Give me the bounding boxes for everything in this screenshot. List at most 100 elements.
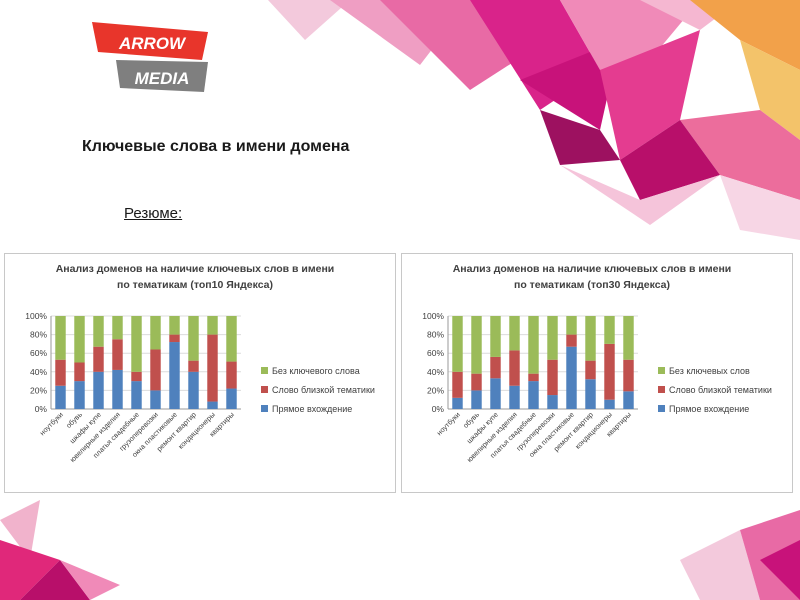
- bar-segment: [471, 316, 482, 374]
- logo-line1: ARROW: [118, 34, 187, 53]
- y-tick-label: 0%: [35, 404, 48, 414]
- bar-segment: [131, 371, 142, 382]
- chart-title-line: Анализ доменов на наличие ключевых слов …: [453, 263, 732, 275]
- decor-shard: [760, 540, 800, 600]
- bar-segment: [528, 316, 539, 374]
- bar-segment: [452, 397, 463, 409]
- legend-entry: Без ключевых слов: [669, 366, 750, 376]
- bar-segment: [188, 316, 199, 361]
- decor-shard: [690, 0, 800, 70]
- y-tick-label: 60%: [427, 348, 444, 358]
- bar-segment: [471, 373, 482, 391]
- bar-segment: [112, 339, 123, 370]
- decor-shard: [520, 40, 620, 130]
- legend-swatch: [261, 386, 268, 393]
- bar-segment: [509, 316, 520, 351]
- bar-segment: [169, 334, 180, 343]
- chart-title-line: Анализ доменов на наличие ключевых слов …: [56, 263, 335, 275]
- y-tick-label: 60%: [30, 348, 47, 358]
- y-tick-label: 0%: [432, 404, 445, 414]
- bar-segment: [623, 359, 634, 392]
- bar-segment: [55, 385, 66, 409]
- bar-segment: [604, 399, 615, 409]
- bar-segment: [55, 316, 66, 360]
- bar-segment: [547, 359, 558, 396]
- bar-segment: [226, 361, 237, 389]
- bar-segment: [547, 316, 558, 360]
- page-title: Ключевые слова в имени домена: [82, 138, 350, 155]
- legend-entry: Без ключевого слова: [272, 366, 360, 376]
- decor-shard: [0, 540, 60, 600]
- decor-shard: [720, 175, 800, 240]
- logo-line2: MEDIA: [135, 69, 190, 88]
- decor-shard: [560, 0, 700, 70]
- bar-segment: [188, 371, 199, 409]
- y-tick-label: 80%: [427, 330, 444, 340]
- decor-shard: [600, 30, 700, 160]
- summary-label: Резюме:: [124, 205, 183, 222]
- bar-segment: [93, 371, 104, 409]
- bar-segment: [169, 316, 180, 335]
- x-tick-label: ноутбуки: [38, 410, 65, 437]
- bar-segment: [188, 360, 199, 372]
- decor-shard: [680, 530, 760, 600]
- bar-segment: [150, 349, 161, 391]
- bar-segment: [585, 316, 596, 361]
- bar-segment: [585, 360, 596, 380]
- bar-segment: [623, 316, 634, 360]
- bar-segment: [623, 391, 634, 409]
- y-tick-label: 20%: [30, 385, 47, 395]
- y-tick-label: 20%: [427, 385, 444, 395]
- bar-segment: [207, 334, 218, 402]
- bar-segment: [150, 316, 161, 350]
- decor-shard: [0, 500, 40, 560]
- logo-gray-band: [116, 60, 208, 92]
- legend-swatch: [658, 367, 665, 374]
- bar-segment: [226, 316, 237, 362]
- bar-segment: [207, 316, 218, 335]
- bar-segment: [490, 356, 501, 379]
- bar-segment: [528, 373, 539, 382]
- bar-segment: [604, 316, 615, 344]
- bar-segment: [566, 346, 577, 409]
- legend-swatch: [261, 367, 268, 374]
- chart-top10: Анализ доменов на наличие ключевых слов …: [25, 263, 375, 464]
- bar-segment: [93, 316, 104, 347]
- bar-segment: [112, 369, 123, 409]
- bar-segment: [74, 316, 85, 363]
- legend-swatch: [658, 405, 665, 412]
- x-tick-label: ноутбуки: [435, 410, 462, 437]
- y-tick-label: 100%: [25, 311, 47, 321]
- bar-segment: [585, 379, 596, 409]
- decor-shard: [620, 120, 720, 200]
- bar-segment: [604, 343, 615, 400]
- bar-segment: [131, 316, 142, 372]
- legend-entry: Слово близкой тематики: [272, 385, 375, 395]
- bar-segment: [509, 385, 520, 409]
- bar-segment: [207, 401, 218, 409]
- legend-swatch: [658, 386, 665, 393]
- bar-segment: [169, 342, 180, 409]
- chart-top30: Анализ доменов на наличие ключевых слов …: [422, 263, 772, 464]
- bar-segment: [566, 334, 577, 347]
- bar-segment: [547, 395, 558, 409]
- chart-panel-top10: Анализ доменов на наличие ключевых слов …: [4, 253, 396, 493]
- legend-entry: Прямое вхождение: [272, 404, 352, 414]
- logo-red-band: [92, 22, 208, 60]
- bar-segment: [490, 316, 501, 357]
- decor-shard: [268, 0, 350, 40]
- bar-segment: [74, 362, 85, 382]
- bar-segment: [93, 346, 104, 372]
- bar-segment: [528, 381, 539, 409]
- bar-segment: [131, 381, 142, 409]
- legend-entry: Прямое вхождение: [669, 404, 749, 414]
- decor-shard: [20, 560, 90, 600]
- chart-panel-top30: Анализ доменов на наличие ключевых слов …: [401, 253, 793, 493]
- decor-shard: [540, 110, 620, 165]
- y-tick-label: 80%: [30, 330, 47, 340]
- y-tick-label: 40%: [30, 367, 47, 377]
- bar-segment: [74, 381, 85, 409]
- bar-segment: [112, 316, 123, 340]
- decor-shard: [740, 40, 800, 140]
